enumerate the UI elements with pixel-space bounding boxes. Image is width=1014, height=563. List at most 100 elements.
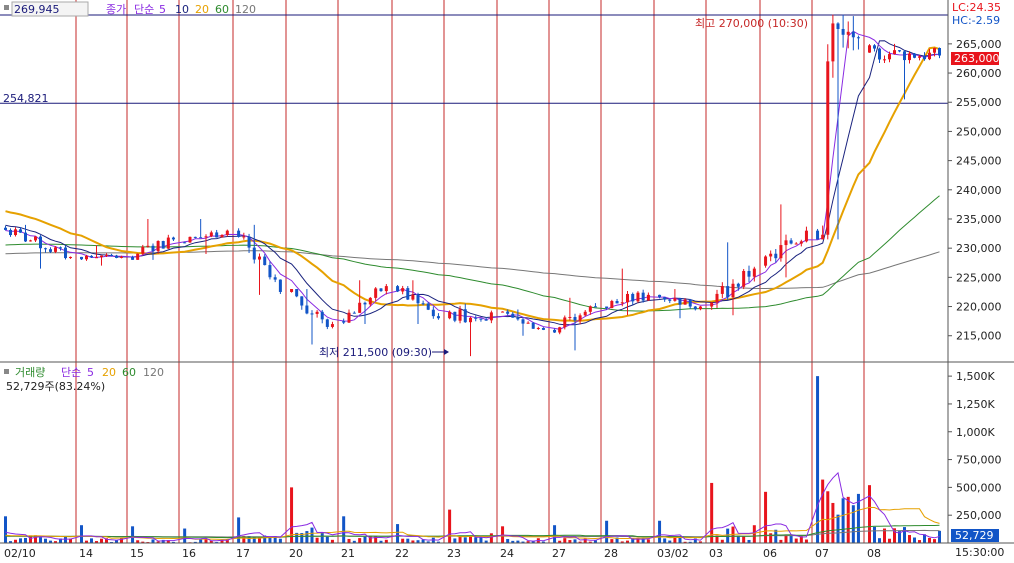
volume-bar: [794, 538, 798, 543]
candle-body: [779, 245, 783, 259]
ma-10-label[interactable]: 10: [175, 3, 189, 16]
vol-ma-20-label[interactable]: 20: [102, 366, 116, 379]
candle-body: [663, 297, 667, 300]
volume-bar: [893, 528, 896, 543]
hc-value: HC:-2.59: [952, 14, 1000, 27]
volume-tick-label: 250,000: [956, 509, 1002, 522]
ma-20-label[interactable]: 20: [195, 3, 209, 16]
volume-bar: [436, 541, 440, 543]
volume-bar: [933, 539, 936, 543]
legend-marker: [4, 369, 9, 374]
candle-body: [908, 53, 911, 61]
volume-bar: [54, 541, 57, 543]
top-level-label: 269,945: [14, 3, 60, 16]
price-type-label: 종가: [106, 3, 126, 16]
candle-body: [29, 240, 32, 242]
candle-body: [384, 286, 388, 292]
vol-ma-5-label[interactable]: 5: [87, 366, 94, 379]
volume-bar: [290, 487, 294, 543]
volume-tick-label: 1,250K: [956, 398, 995, 411]
ma-60-label[interactable]: 60: [215, 3, 229, 16]
low-annotation: 최저 211,500 (09:30): [319, 346, 432, 359]
volume-bar: [698, 541, 702, 543]
volume-bar: [209, 540, 213, 543]
volume-bar: [821, 479, 825, 543]
volume-bar: [774, 529, 778, 543]
candle-body: [536, 327, 540, 329]
candle-body: [774, 253, 778, 259]
candle-body: [531, 322, 535, 329]
volume-bar: [342, 516, 346, 543]
volume-bar: [421, 539, 425, 543]
volume-bar: [663, 538, 667, 543]
volume-bar: [693, 538, 697, 543]
price-tick-label: 230,000: [956, 242, 1002, 255]
volume-bar: [34, 535, 37, 543]
candle-body: [851, 31, 855, 38]
candle-body: [90, 255, 93, 258]
candle-body: [448, 311, 452, 319]
volume-bar: [199, 539, 203, 543]
stock-name-box[interactable]: [11, 1, 89, 17]
candle-body: [374, 288, 378, 298]
candle-body: [479, 318, 483, 320]
volume-bar: [24, 537, 27, 543]
candle-body: [903, 51, 906, 61]
volume-bar: [263, 535, 267, 543]
candle-body: [868, 45, 871, 53]
candle-body: [764, 256, 768, 266]
volume-tick-label: 1,000K: [956, 426, 995, 439]
candle-body: [878, 48, 881, 60]
volume-bar: [204, 538, 208, 543]
candle-body: [247, 236, 251, 248]
volume-bar: [668, 540, 672, 543]
volume-bar: [903, 527, 906, 543]
ma-5-label[interactable]: 5: [159, 3, 166, 16]
reference-level-label: 254,821: [3, 92, 49, 105]
vol-ma-60-label[interactable]: 60: [122, 366, 136, 379]
date-tick-label: 14: [79, 547, 93, 560]
candle-body: [347, 312, 351, 323]
volume-bar: [278, 538, 282, 543]
candle-body: [458, 309, 462, 321]
volume-bar: [626, 540, 629, 543]
volume-bar: [237, 517, 241, 543]
day-separators: [75, 0, 865, 543]
volume-bar: [115, 540, 118, 543]
volume-bar: [516, 540, 520, 543]
candle-body: [215, 232, 219, 238]
volume-bar: [846, 496, 850, 543]
current-price-badge: [951, 52, 999, 65]
volume-bar: [305, 531, 309, 543]
vol-ma-60-line: [5, 524, 940, 539]
candle-body: [641, 292, 645, 301]
candle-body: [553, 329, 557, 333]
candle-body: [826, 61, 830, 235]
volume-bar: [141, 541, 145, 543]
candle-body: [511, 313, 515, 318]
candle-body: [156, 241, 160, 252]
candle-body: [888, 54, 891, 60]
candle-body: [416, 294, 420, 304]
candle-body: [146, 245, 150, 247]
volume-bar: [242, 535, 246, 543]
candle-body: [563, 317, 567, 328]
candle-body: [105, 254, 108, 256]
candle-body: [573, 316, 577, 321]
candle-body: [64, 247, 67, 259]
volume-bar: [59, 538, 62, 543]
vol-ma-120-label[interactable]: 120: [143, 366, 164, 379]
candle-body: [151, 245, 155, 252]
volume-bar: [368, 535, 372, 543]
volume-bar: [310, 527, 314, 543]
volume-bar: [379, 540, 383, 543]
candle-body: [484, 319, 488, 321]
ma-120-label[interactable]: 120: [235, 3, 256, 16]
volume-bar: [44, 538, 47, 543]
candle-body: [237, 230, 241, 237]
volume-bar: [330, 539, 334, 543]
candle-body: [568, 316, 572, 318]
legend-marker: [4, 5, 9, 10]
volume-bar: [9, 541, 12, 543]
candle-body: [401, 288, 405, 292]
